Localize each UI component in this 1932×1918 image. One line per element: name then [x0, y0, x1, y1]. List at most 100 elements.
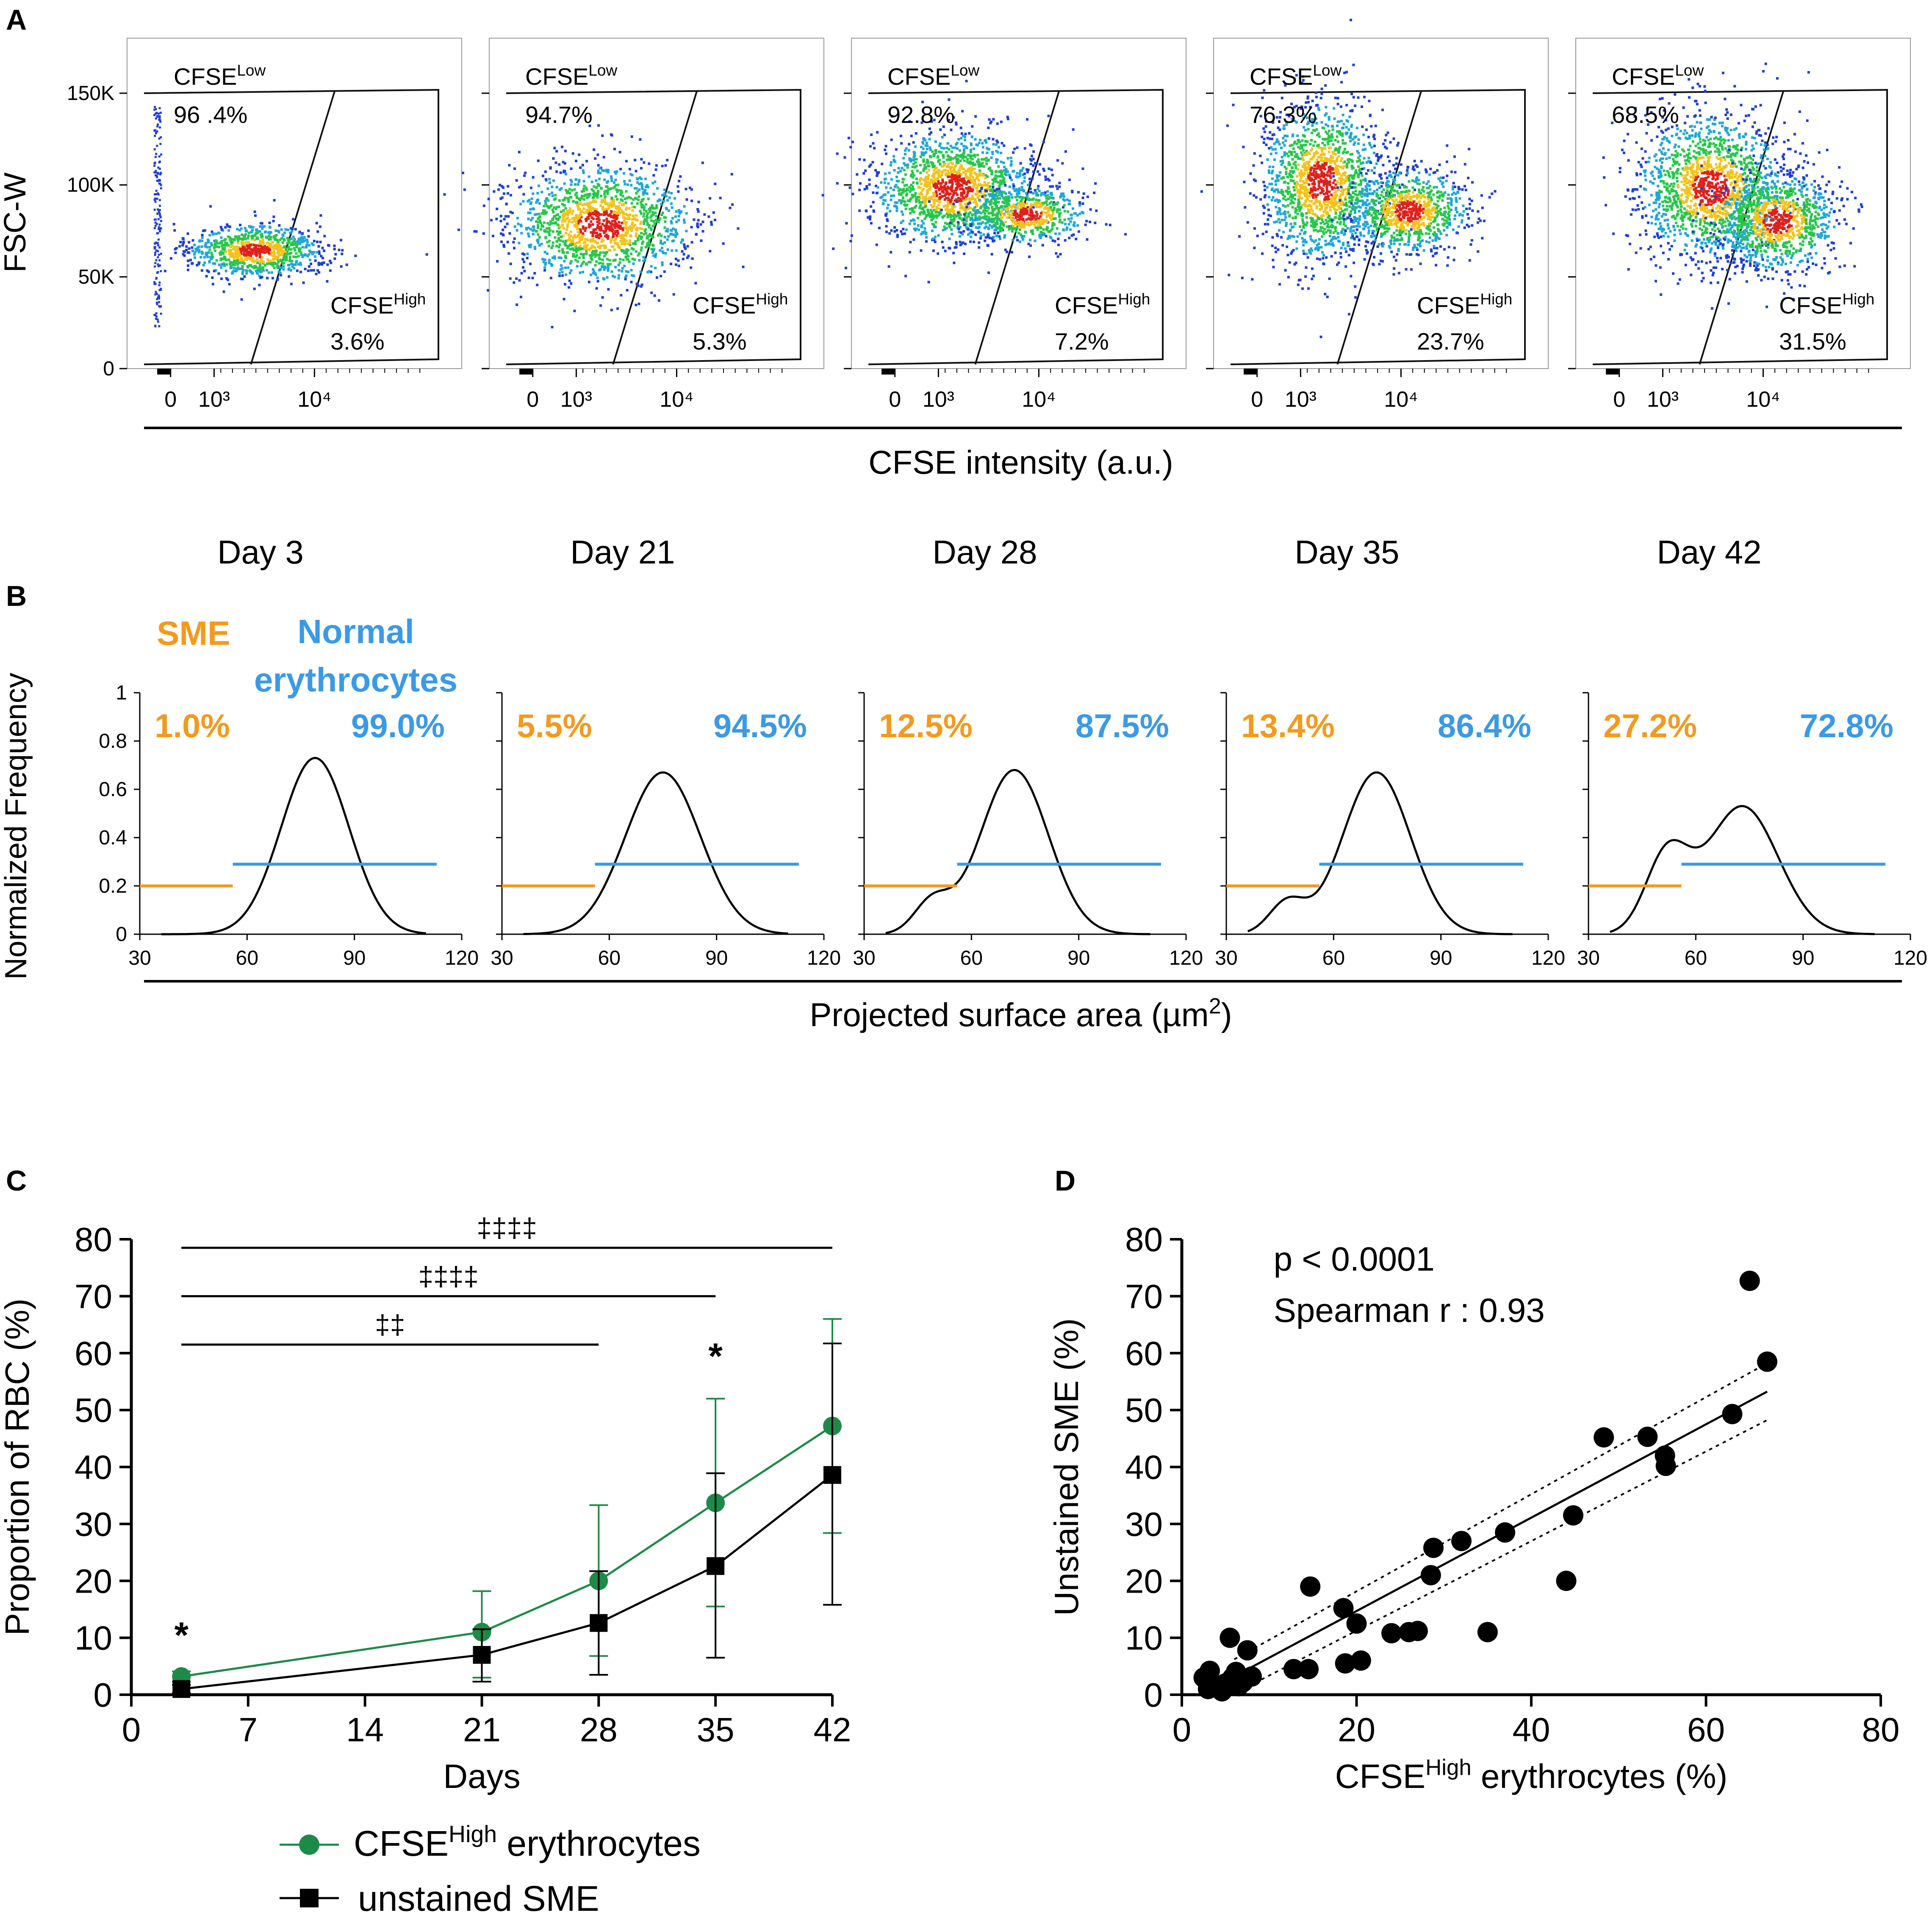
density-dot: [999, 206, 1002, 209]
density-dot: [893, 226, 896, 229]
density-dot: [615, 188, 618, 191]
density-dot: [1066, 226, 1069, 229]
density-dot: [502, 233, 504, 236]
density-dot: [650, 291, 653, 294]
density-dot: [932, 214, 935, 217]
density-dot: [963, 213, 966, 216]
density-dot: [908, 120, 911, 123]
density-dot: [1302, 187, 1305, 190]
density-dot: [944, 222, 947, 225]
density-dot: [946, 158, 949, 161]
density-dot: [914, 229, 917, 232]
density-dot: [999, 179, 1002, 182]
density-dot: [696, 225, 699, 228]
density-dot: [220, 266, 223, 269]
density-dot: [1238, 235, 1241, 238]
density-dot: [576, 228, 579, 230]
density-dot: [940, 195, 943, 198]
density-dot: [643, 190, 646, 193]
density-dot: [1016, 219, 1019, 222]
density-dot: [1036, 228, 1039, 231]
density-dot: [587, 239, 590, 242]
density-dot: [965, 204, 968, 207]
density-dot: [628, 168, 631, 171]
density-dot: [611, 230, 614, 233]
density-dot: [1031, 177, 1034, 180]
density-dot: [926, 208, 929, 211]
density-dot: [261, 276, 263, 279]
density-dot: [1336, 168, 1339, 171]
density-dot: [926, 164, 929, 167]
density-dot: [1024, 212, 1027, 215]
density-dot: [962, 151, 965, 154]
density-dot: [686, 245, 689, 248]
density-dot: [612, 232, 615, 235]
density-dot: [588, 226, 590, 229]
density-dot: [268, 222, 271, 225]
density-dot: [268, 232, 271, 235]
density-dot: [1010, 193, 1013, 196]
density-dot: [956, 200, 959, 203]
density-dot: [935, 216, 938, 219]
density-dot: [622, 172, 625, 175]
density-dot: [660, 234, 663, 237]
density-dot: [970, 228, 973, 231]
density-dot: [237, 261, 240, 264]
density-dot: [984, 215, 987, 218]
density-dot: [610, 224, 613, 227]
density-dot: [624, 255, 627, 258]
density-dot: [700, 239, 703, 242]
density-dot: [1014, 220, 1017, 223]
density-dot: [639, 210, 642, 213]
density-dot: [661, 194, 664, 197]
density-dot: [160, 288, 162, 290]
density-dot: [302, 281, 305, 284]
panel-label-d: D: [1055, 1165, 1075, 1197]
density-dot: [607, 237, 610, 240]
density-dot: [1357, 96, 1360, 99]
density-dot: [875, 192, 878, 194]
density-dot: [582, 195, 585, 198]
density-dot: [641, 240, 644, 243]
density-dot: [937, 252, 940, 255]
density-dot: [899, 169, 902, 172]
density-dot: [1031, 211, 1034, 214]
density-dot: [624, 213, 627, 216]
density-dot: [607, 269, 610, 272]
density-dot: [923, 199, 926, 202]
density-dot: [926, 191, 929, 194]
density-dot: [923, 210, 926, 213]
density-dot: [1365, 187, 1368, 190]
density-dot: [158, 253, 160, 256]
density-dot: [615, 205, 618, 208]
x-tick-label: 10⁴: [660, 387, 693, 412]
density-dot: [630, 135, 633, 138]
density-dot: [1017, 187, 1020, 190]
density-dot: [1056, 159, 1059, 162]
density-dot: [1010, 251, 1013, 254]
density-dot: [714, 183, 717, 186]
density-dot: [287, 239, 290, 241]
density-dot: [574, 248, 577, 251]
density-dot: [965, 205, 968, 208]
y-tick-label: 50K: [78, 266, 114, 289]
density-dot: [579, 220, 582, 223]
density-dot: [870, 133, 873, 136]
density-dot: [153, 171, 156, 174]
density-dot: [302, 236, 305, 239]
density-dot: [577, 220, 580, 223]
density-dot: [553, 255, 556, 258]
density-dot: [599, 244, 602, 247]
density-dot: [261, 239, 264, 241]
density-dot: [159, 143, 162, 145]
density-dot: [607, 263, 610, 266]
density-dot: [1041, 210, 1044, 213]
density-dot: [647, 186, 650, 189]
density-dot: [678, 210, 681, 213]
density-dot: [607, 267, 610, 270]
gate-high-label-sup: High: [394, 291, 426, 308]
density-dot: [586, 210, 589, 213]
density-dot: [935, 171, 938, 174]
density-dot: [931, 162, 934, 165]
density-dot: [616, 205, 619, 208]
